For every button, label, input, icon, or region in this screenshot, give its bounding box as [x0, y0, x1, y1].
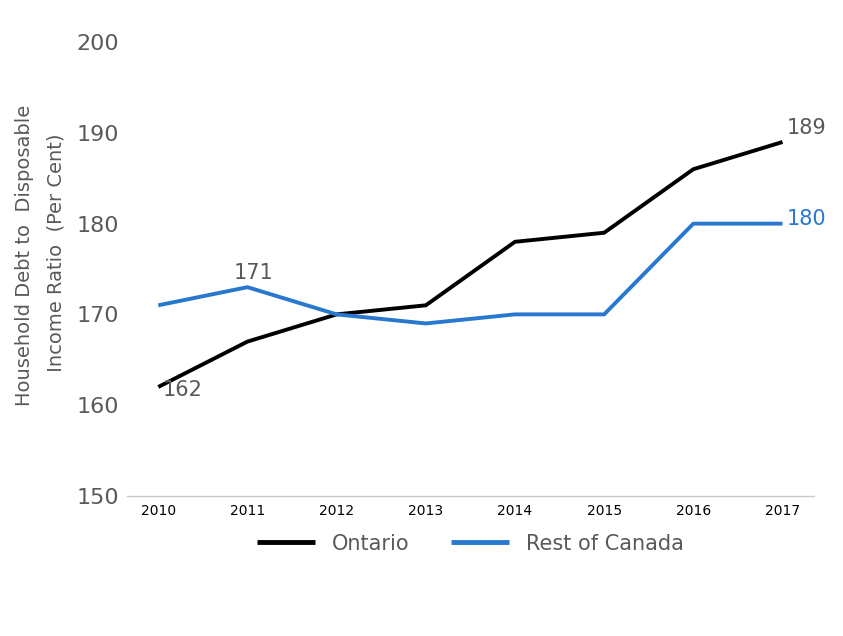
Rest of Canada	[777, 220, 787, 228]
Text: 180: 180	[787, 209, 827, 229]
Rest of Canada	[688, 220, 698, 228]
Text: 189: 189	[787, 118, 827, 139]
Y-axis label: Household Debt to  Disposable
 Income Ratio  (Per Cent): Household Debt to Disposable Income Rati…	[15, 105, 65, 406]
Ontario	[153, 383, 164, 391]
Rest of Canada	[599, 310, 609, 318]
Ontario	[243, 338, 253, 345]
Ontario	[599, 229, 609, 237]
Legend: Ontario, Rest of Canada: Ontario, Rest of Canada	[249, 525, 692, 562]
Ontario	[510, 238, 520, 245]
Ontario	[777, 138, 787, 146]
Line: Ontario: Ontario	[158, 142, 782, 387]
Text: 162: 162	[163, 380, 202, 399]
Rest of Canada	[243, 284, 253, 291]
Rest of Canada	[153, 301, 164, 309]
Line: Rest of Canada: Rest of Canada	[158, 224, 782, 324]
Rest of Canada	[510, 310, 520, 318]
Rest of Canada	[421, 320, 431, 328]
Ontario	[421, 301, 431, 309]
Rest of Canada	[331, 310, 341, 318]
Ontario	[331, 310, 341, 318]
Ontario	[688, 165, 698, 173]
Text: 171: 171	[234, 263, 274, 282]
